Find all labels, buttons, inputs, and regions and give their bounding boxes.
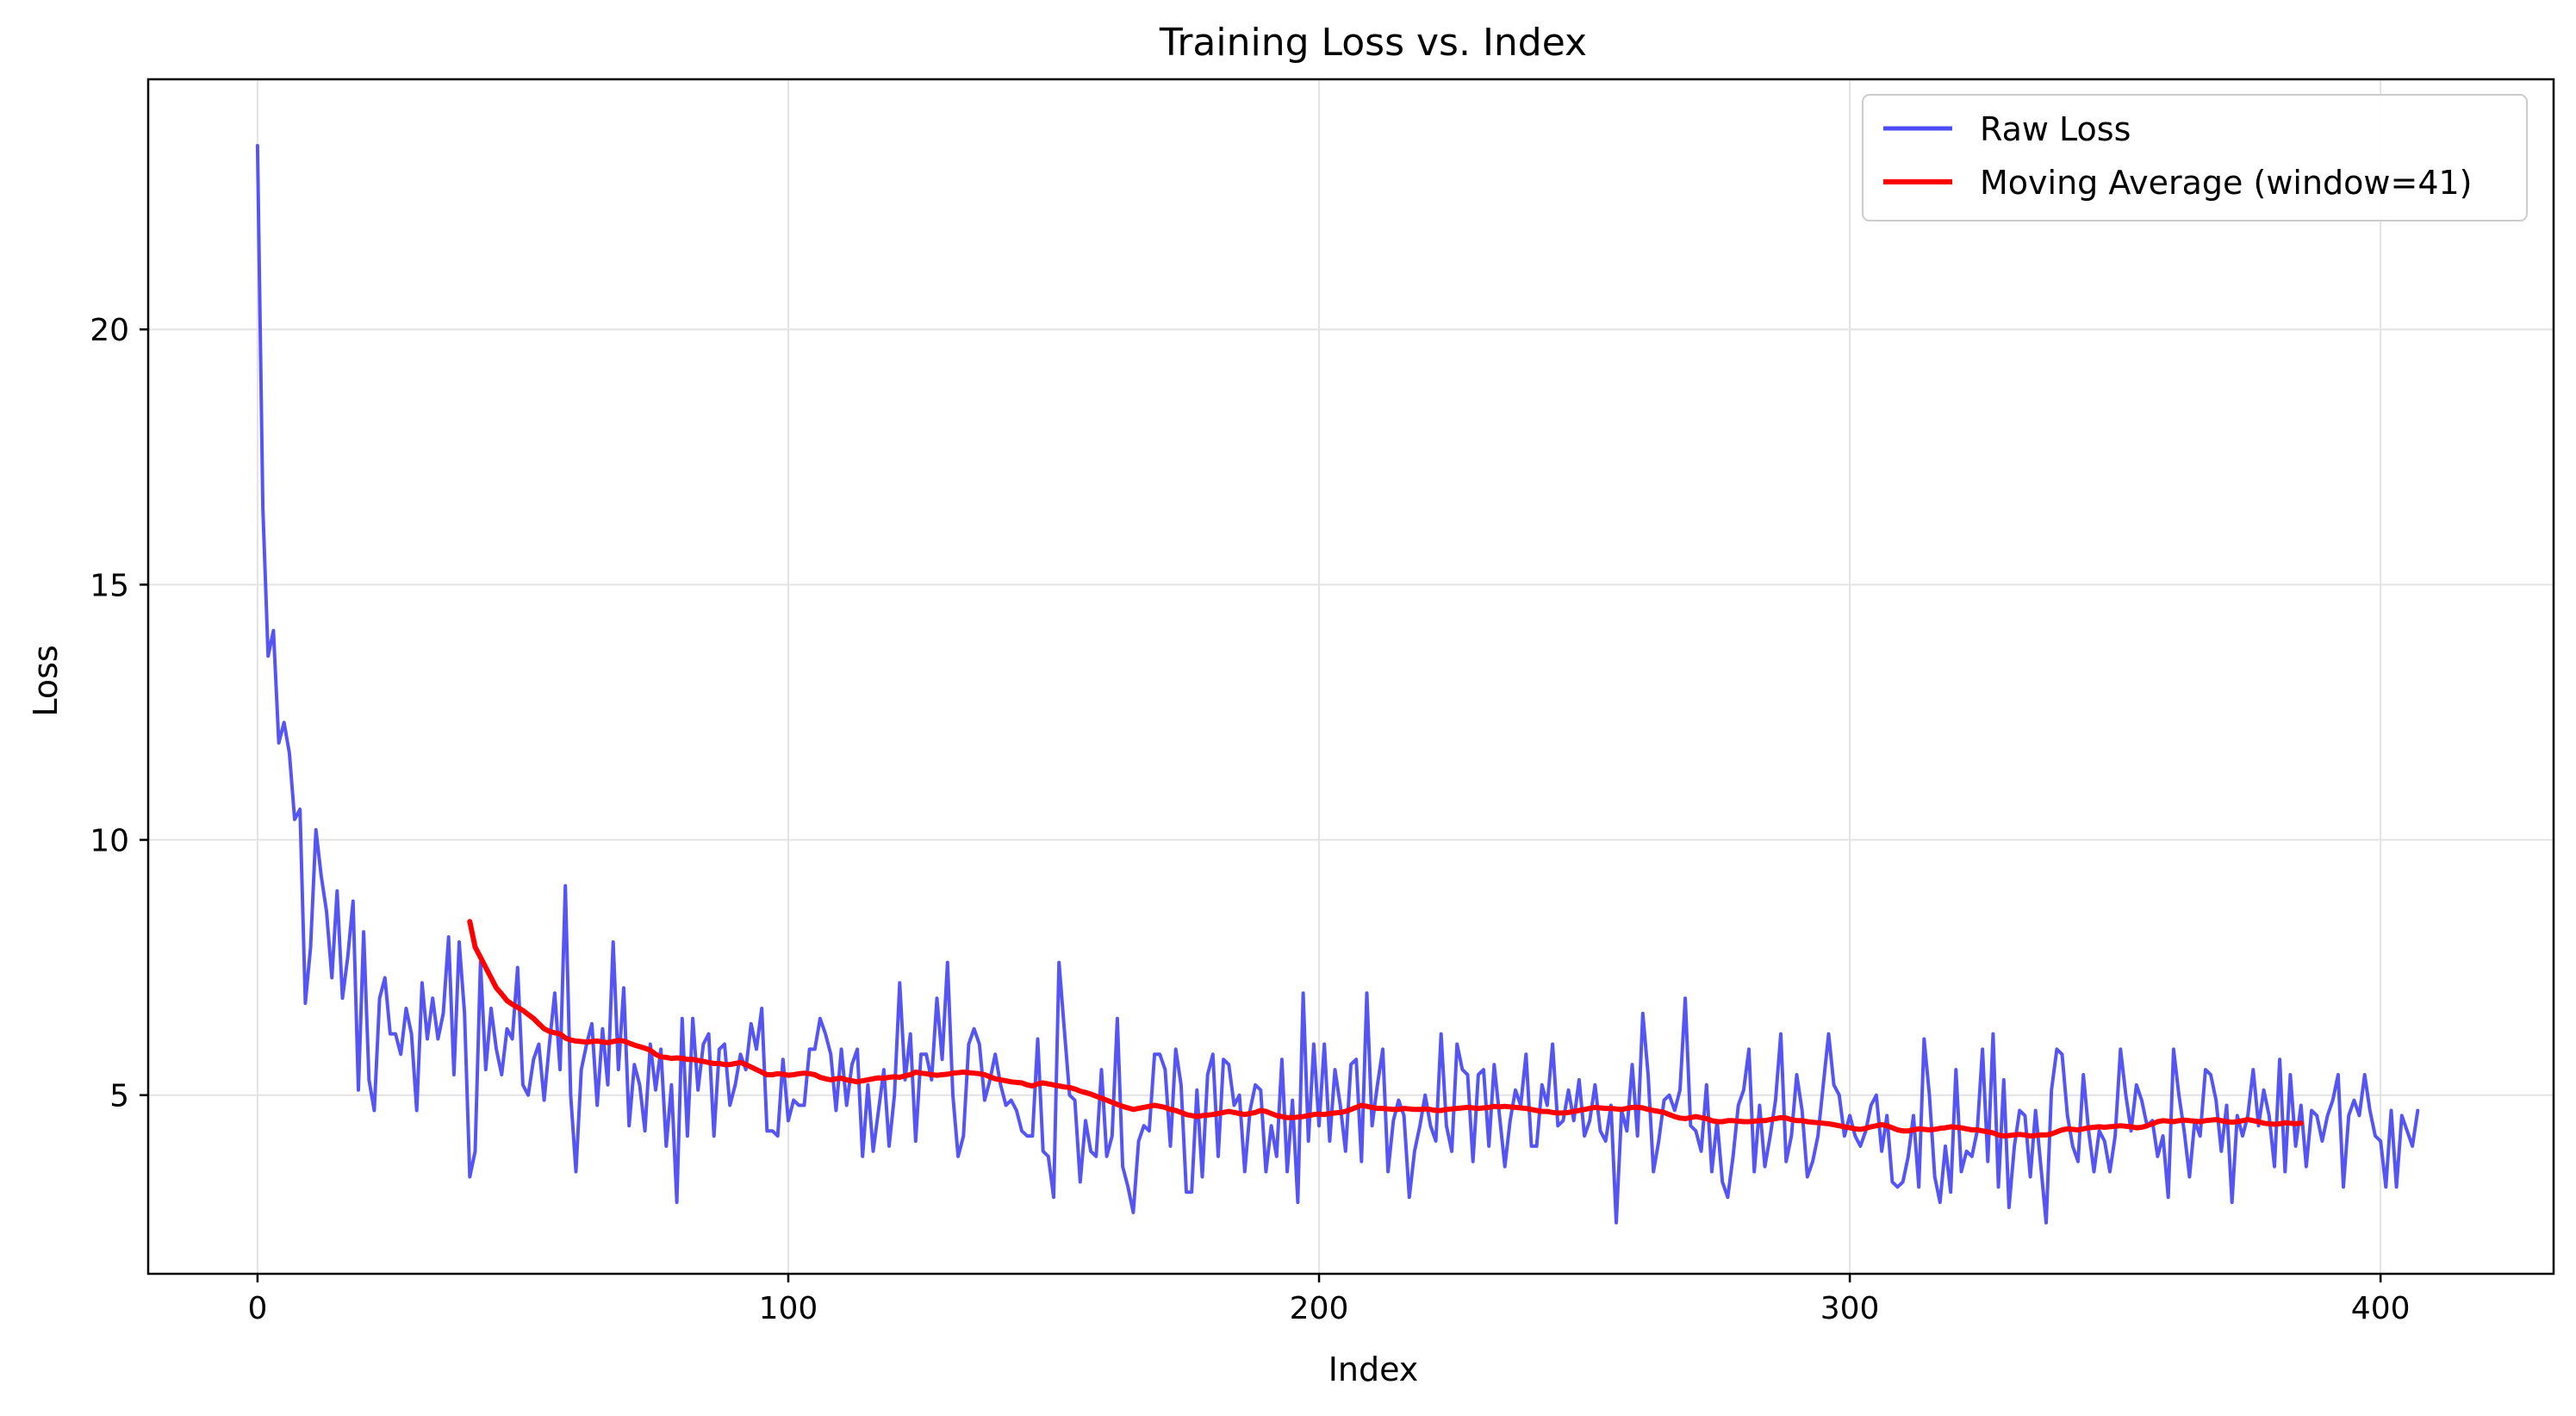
y-tick-label: 5 — [109, 1079, 129, 1114]
x-tick-label: 0 — [247, 1291, 267, 1326]
x-axis-label: Index — [1328, 1351, 1419, 1388]
y-tick-label: 20 — [90, 313, 129, 348]
chart-title: Training Loss vs. Index — [1159, 21, 1587, 65]
legend-label-moving-average: Moving Average (window=41) — [1980, 164, 2473, 202]
x-tick-label: 100 — [759, 1291, 818, 1326]
grid-lines — [148, 79, 2554, 1274]
series-layer — [255, 144, 2420, 1225]
series-line-raw-loss — [255, 144, 2420, 1225]
x-tick-label: 400 — [2351, 1291, 2411, 1326]
legend: Raw Loss Moving Average (window=41) — [1862, 94, 2528, 221]
legend-label-raw-loss: Raw Loss — [1980, 110, 2131, 148]
legend-box — [1862, 94, 2528, 221]
y-axis-label: Loss — [27, 645, 65, 716]
series-line-moving-average — [467, 919, 2304, 1139]
y-tick-label: 15 — [90, 568, 129, 603]
axes: 0 100 200 300 400 5 10 15 20 — [90, 313, 2410, 1326]
plot-frame — [146, 78, 2555, 1276]
x-tick-label: 200 — [1290, 1291, 1349, 1326]
y-tick-label: 10 — [90, 824, 129, 859]
x-tick-label: 300 — [1820, 1291, 1880, 1326]
